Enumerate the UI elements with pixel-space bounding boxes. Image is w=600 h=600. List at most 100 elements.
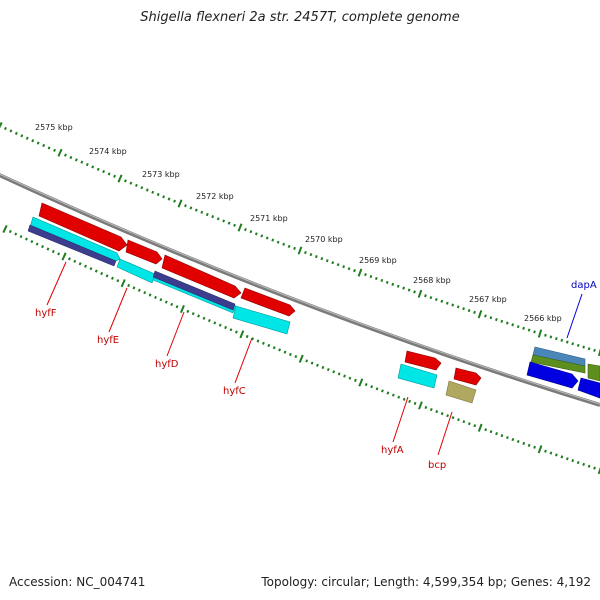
inner-ring-tick [305, 359, 309, 363]
gene-label-hyfF[interactable]: hyfF [35, 308, 57, 319]
outer-ring-tick [162, 195, 166, 199]
cds-bar-left[interactable] [27, 224, 117, 267]
outer-ring-tick [80, 160, 84, 164]
genome-backbone-highlight [0, 173, 600, 405]
outer-ring-tick [484, 314, 487, 318]
rev-feature-dapA[interactable] [526, 361, 579, 389]
inner-ring-tick [143, 291, 147, 295]
gene-label-dapA[interactable]: dapA [571, 280, 597, 291]
inner-ring-tick [484, 428, 488, 432]
tick-label-2568: 2568 kbp [413, 276, 451, 285]
gene-label-hyfE[interactable]: hyfE [97, 335, 119, 346]
inner-ring-tick [283, 350, 287, 354]
outer-ring-tick [385, 280, 389, 284]
outer-ring-tick [85, 163, 89, 167]
outer-ring-tick [249, 230, 253, 234]
inner-ring-tick [397, 395, 401, 399]
inner-ring-tick [127, 283, 131, 288]
gene-arrow-hyfA[interactable] [404, 350, 442, 371]
outer-ring-tick [74, 158, 78, 162]
outer-ring-tick [477, 310, 483, 319]
outer-ring-tick [489, 316, 493, 320]
outer-ring-tick [402, 286, 406, 290]
forward-strand-features [38, 202, 600, 386]
outer-ring-tick [462, 307, 465, 311]
inner-ring-tick [446, 414, 450, 418]
inner-ring-tick [310, 361, 314, 365]
rev-feature-bcp[interactable] [445, 380, 477, 404]
outer-ring-tick [587, 347, 591, 351]
dapA-feature-green-right[interactable] [587, 363, 600, 382]
inner-ring-tick [94, 269, 98, 273]
inner-ring-tick [120, 279, 126, 288]
outer-ring-tick [36, 141, 40, 145]
outer-ring-tick [582, 345, 585, 349]
tick-label-2572: 2572 kbp [196, 192, 234, 201]
outer-ring-tick [353, 269, 356, 273]
inner-ring-tick [224, 325, 228, 330]
inner-ring-tick [506, 436, 509, 440]
inner-ring-tick [251, 337, 255, 341]
map-title: Shigella flexneri 2a str. 2457T, complet… [140, 10, 460, 25]
outer-ring-tick [227, 221, 231, 225]
inner-ring-tick [413, 401, 417, 405]
outer-ring-tick [320, 257, 324, 261]
connector-hyfC [234, 337, 253, 384]
inner-ring-tick [435, 410, 439, 414]
gene-label-hyfD[interactable]: hyfD [155, 359, 179, 370]
outer-ring-tick [576, 343, 580, 347]
dapA-feature-green[interactable] [530, 354, 586, 374]
outer-ring-tick [473, 310, 476, 314]
inner-ring-tick [213, 321, 217, 325]
outer-ring-tick [177, 199, 183, 208]
inner-ring-tick [533, 445, 536, 449]
inner-ring-tick [326, 368, 330, 372]
inner-ring-tick [116, 279, 120, 283]
outer-ring-tick [440, 299, 444, 303]
inner-ring-tick [46, 247, 50, 251]
outer-ring-tick [424, 294, 427, 298]
gene-label-bcp[interactable]: bcp [428, 460, 446, 471]
gene-arrow-hyfC[interactable] [240, 287, 296, 317]
gene-arrow-hyfE[interactable] [125, 239, 163, 265]
outer-ring-tick [237, 223, 243, 232]
outer-ring-tick [331, 261, 335, 265]
inner-ring-tick [84, 264, 88, 268]
gene-label-hyfA[interactable]: hyfA [381, 445, 404, 456]
inner-ring-tick [61, 252, 67, 261]
inner-ring-tick [278, 348, 282, 352]
inner-ring-tick [343, 374, 346, 378]
tick-labels: 2575 kbp 2574 kbp 2573 kbp 2572 kbp 2571… [35, 123, 562, 323]
gene-arrow-hyfF[interactable] [38, 202, 128, 252]
outer-ring-tick [117, 174, 123, 183]
inner-ring-tick [154, 295, 157, 299]
gene-label-hyfC[interactable]: hyfC [223, 386, 246, 397]
outer-ring-tick [516, 325, 520, 329]
inner-ring-tick [89, 267, 93, 271]
tick-label-2566: 2566 kbp [524, 314, 562, 323]
inner-ring-tick [110, 276, 114, 280]
rev-feature-hyfE[interactable] [116, 258, 156, 284]
rev-feature-dapA-right[interactable] [577, 377, 600, 399]
gene-arrow-hyfD[interactable] [161, 254, 242, 299]
rev-feature-hyfC[interactable] [232, 305, 291, 335]
outer-ring-tick [380, 278, 384, 283]
tick-label-2570: 2570 kbp [305, 235, 343, 244]
outer-ring-tick [500, 319, 504, 323]
outer-ring-tick [211, 215, 215, 219]
outer-ring-tick [14, 131, 18, 136]
inner-ring-tick [19, 234, 23, 239]
inner-ring-tick [164, 300, 168, 304]
outer-ring-tick [527, 328, 531, 332]
gene-arrow-bcp[interactable] [453, 367, 482, 386]
outer-ring-tick [549, 335, 553, 339]
outer-ring-tick [167, 197, 171, 201]
cds-bar-mid[interactable] [152, 270, 236, 311]
inner-ring-tick [418, 401, 423, 410]
outer-ring-tick [216, 217, 220, 221]
outer-ring-tick [533, 330, 536, 334]
inner-ring-tick [353, 378, 357, 382]
rev-feature-hyfA[interactable] [397, 363, 438, 389]
outer-ring-tick [156, 192, 160, 197]
